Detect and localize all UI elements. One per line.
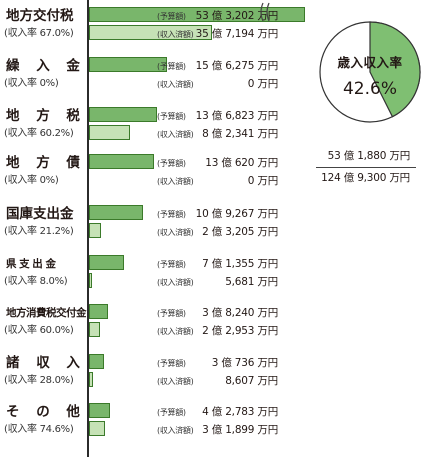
collection-rate-label: (収入率 21.2%) bbox=[4, 226, 74, 237]
collected-tag: (収入済額) bbox=[157, 30, 194, 39]
budget-bar bbox=[89, 7, 305, 22]
collected-bar bbox=[89, 372, 94, 387]
budget-amount-label: 13 億 620 万円 bbox=[205, 157, 278, 169]
total-budget: 124 億 9,300 万円 bbox=[321, 172, 410, 184]
collected-amount-label: 8 億 2,341 万円 bbox=[202, 128, 278, 140]
collected-bar bbox=[89, 322, 101, 337]
total-collected: 53 億 1,880 万円 bbox=[327, 150, 411, 162]
collection-rate-pie: 歳入収入率 42.6% bbox=[318, 20, 422, 124]
collection-rate-label: (収入率 60.0%) bbox=[4, 325, 74, 336]
category-label: 国庫支出金 bbox=[6, 206, 74, 222]
budget-tag: (予算額) bbox=[157, 359, 186, 368]
category-label: 地方消費税交付金 bbox=[6, 307, 87, 319]
pie-percent-label: 42.6% bbox=[342, 79, 397, 99]
pie-svg bbox=[319, 21, 421, 123]
category-label: 県 支 出 金 bbox=[6, 258, 56, 270]
budget-bar bbox=[89, 354, 105, 369]
category-label: そ の 他 bbox=[6, 404, 86, 420]
collection-rate-label: (収入率 8.0%) bbox=[4, 276, 68, 287]
collected-bar bbox=[89, 125, 130, 140]
axis-break-mark bbox=[260, 2, 270, 22]
collected-tag: (収入済額) bbox=[157, 130, 194, 139]
collected-bar bbox=[89, 25, 212, 40]
budget-tag: (予算額) bbox=[157, 12, 186, 21]
budget-amount-label: 10 億 9,267 万円 bbox=[195, 208, 279, 220]
budget-amount-label: 4 億 2,783 万円 bbox=[202, 406, 278, 418]
collected-amount-label: 5,681 万円 bbox=[225, 276, 278, 288]
pie-title: 歳入収入率 bbox=[337, 55, 403, 70]
budget-bar bbox=[89, 154, 154, 169]
budget-tag: (予算額) bbox=[157, 408, 186, 417]
collected-tag: (収入済額) bbox=[157, 426, 194, 435]
collection-rate-label: (収入率 0%) bbox=[4, 78, 59, 89]
collected-tag: (収入済額) bbox=[157, 228, 194, 237]
budget-amount-label: 15 億 6,275 万円 bbox=[195, 60, 279, 72]
collected-amount-label: 35 億 7,194 万円 bbox=[195, 28, 279, 40]
category-label: 地 方 税 bbox=[6, 108, 86, 124]
collected-bar bbox=[89, 223, 101, 238]
budget-tag: (予算額) bbox=[157, 210, 186, 219]
category-label: 地方交付税 bbox=[6, 8, 74, 24]
category-label: 地 方 債 bbox=[6, 155, 86, 171]
collected-amount-label: 2 億 2,953 万円 bbox=[202, 325, 278, 337]
collected-tag: (収入済額) bbox=[157, 327, 194, 336]
y-axis-line bbox=[87, 0, 89, 457]
collected-tag: (収入済額) bbox=[157, 278, 194, 287]
collected-tag: (収入済額) bbox=[157, 377, 194, 386]
collected-amount-label: 0 万円 bbox=[247, 78, 278, 90]
collected-amount-label: 2 億 3,205 万円 bbox=[202, 226, 278, 238]
budget-amount-label: 3 億 8,240 万円 bbox=[202, 307, 278, 319]
collection-rate-label: (収入率 67.0%) bbox=[4, 28, 74, 39]
budget-tag: (予算額) bbox=[157, 112, 186, 121]
pie-slice-collected bbox=[369, 21, 421, 118]
budget-tag: (予算額) bbox=[157, 62, 186, 71]
budget-tag: (予算額) bbox=[157, 159, 186, 168]
budget-tag: (予算額) bbox=[157, 260, 186, 269]
collected-amount-label: 3 億 1,899 万円 bbox=[202, 424, 278, 436]
budget-bar bbox=[89, 205, 144, 220]
budget-amount-label: 13 億 6,823 万円 bbox=[195, 110, 279, 122]
collected-amount-label: 0 万円 bbox=[247, 175, 278, 187]
collected-bar bbox=[89, 273, 92, 288]
budget-bar bbox=[89, 304, 108, 319]
budget-bar bbox=[89, 403, 111, 418]
budget-tag: (予算額) bbox=[157, 309, 186, 318]
total-divider bbox=[316, 167, 416, 168]
collected-amount-label: 8,607 万円 bbox=[225, 375, 278, 387]
budget-bar bbox=[89, 107, 157, 122]
budget-bar bbox=[89, 57, 167, 72]
collected-bar bbox=[89, 421, 105, 436]
budget-bar bbox=[89, 255, 125, 270]
collection-rate-label: (収入率 0%) bbox=[4, 175, 59, 186]
collected-tag: (収入済額) bbox=[157, 177, 194, 186]
budget-amount-label: 3 億 736 万円 bbox=[211, 357, 278, 369]
category-label: 諸 収 入 bbox=[6, 355, 86, 371]
collection-rate-label: (収入率 60.2%) bbox=[4, 128, 74, 139]
collection-rate-label: (収入率 28.0%) bbox=[4, 375, 74, 386]
budget-amount-label: 7 億 1,355 万円 bbox=[202, 258, 278, 270]
collection-rate-label: (収入率 74.6%) bbox=[4, 424, 74, 435]
collected-tag: (収入済額) bbox=[157, 80, 194, 89]
budget-amount-label: 53 億 3,202 万円 bbox=[195, 10, 279, 22]
category-label: 繰 入 金 bbox=[6, 58, 86, 74]
